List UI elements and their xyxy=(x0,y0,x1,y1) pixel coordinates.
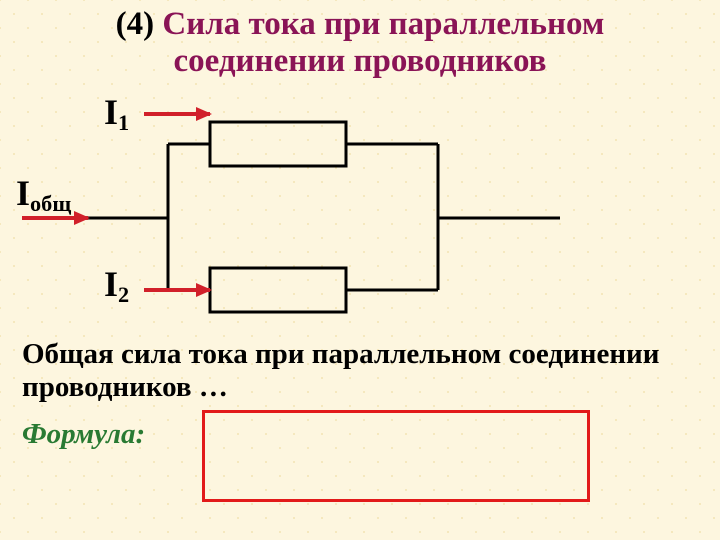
formula-placeholder-box xyxy=(202,410,590,502)
body-text: Общая сила тока при параллельном соедине… xyxy=(22,338,690,405)
slide-content: (4) Сила тока при параллельном соединени… xyxy=(0,0,720,540)
parallel-circuit-diagram xyxy=(0,0,720,330)
